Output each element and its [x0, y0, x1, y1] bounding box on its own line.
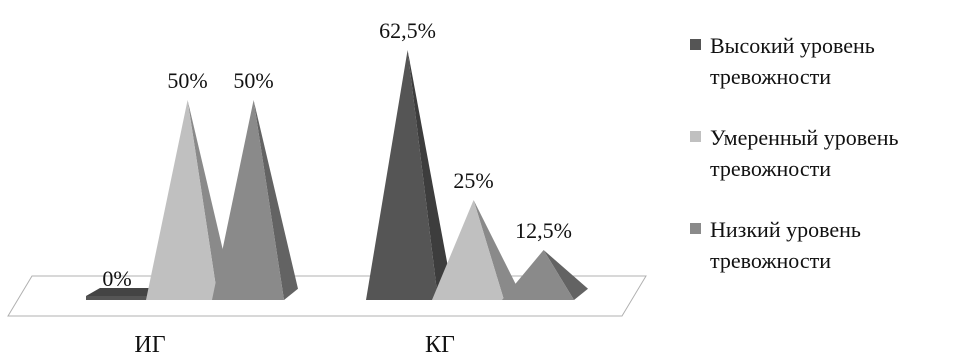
pyramid-moderate-ig-side — [187, 100, 232, 300]
data-label-moderate-ig: 50% — [167, 68, 207, 93]
legend-label-moderate: Умеренный уровень тревожности — [710, 125, 899, 181]
legend-item-high: Высокий уровень тревожности — [690, 30, 970, 92]
legend-swatch-high — [690, 39, 701, 50]
pyramid-low-ig-side — [253, 100, 298, 300]
category-label-ig: ИГ — [134, 332, 165, 358]
pyramid-moderate-kg-side — [473, 200, 518, 300]
pyramid-moderate-ig-front — [146, 100, 218, 300]
pyramid-low-kg-side — [543, 250, 588, 300]
data-label-high-ig: 0% — [102, 266, 131, 291]
data-label-high-kg: 62,5% — [379, 18, 436, 43]
legend-label-high: Высокий уровень тревожности — [710, 33, 875, 89]
pyramid-moderate-kg-front — [432, 200, 504, 300]
pyramid-high-ig-front — [86, 296, 158, 300]
pyramid-high-kg-front — [366, 50, 438, 300]
pyramid-low-ig-front — [212, 100, 284, 300]
pyramid-low-kg-front — [502, 250, 574, 300]
legend-item-moderate: Умеренный уровень тревожности — [690, 122, 970, 184]
legend: Высокий уровень тревожности Умеренный ур… — [690, 30, 970, 306]
data-label-moderate-kg: 25% — [453, 168, 493, 193]
pyramid-high-kg-side — [407, 50, 452, 300]
data-label-low-kg: 12,5% — [515, 218, 572, 243]
legend-label-low: Низкий уровень тревожности — [710, 217, 861, 273]
legend-swatch-low — [690, 223, 701, 234]
pyramid-chart: 0% 50% 50% 62,5% 25% 12,5% ИГ КГ — [7, 18, 647, 358]
category-label-kg: КГ — [425, 332, 455, 358]
data-label-low-ig: 50% — [233, 68, 273, 93]
legend-item-low: Низкий уровень тревожности — [690, 214, 970, 276]
legend-swatch-moderate — [690, 131, 701, 142]
